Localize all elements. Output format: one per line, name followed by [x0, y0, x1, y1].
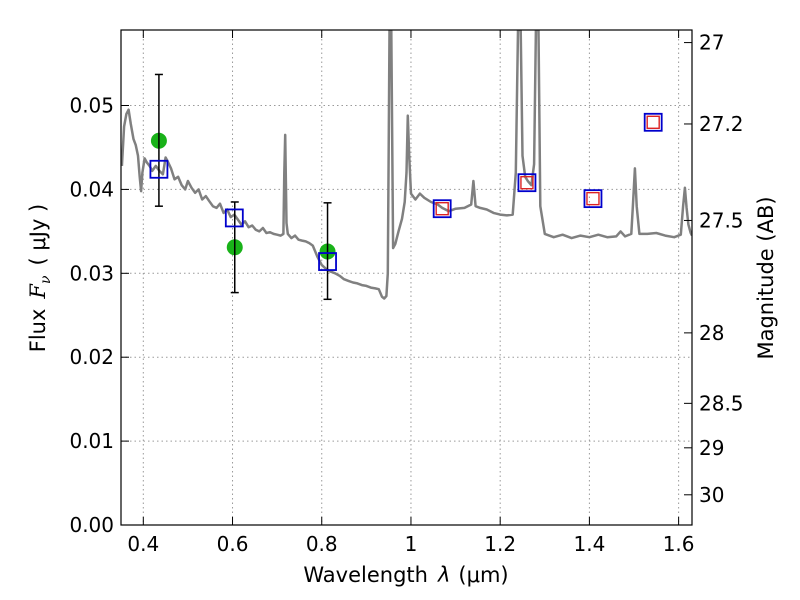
grid — [121, 30, 692, 526]
x-tick-label: 1.4 — [573, 532, 605, 556]
y-tick-label: 0.03 — [69, 261, 114, 285]
y2-tick-label: 27 — [699, 31, 724, 55]
y-tick-label: 0.05 — [69, 94, 114, 118]
model-square-blue — [224, 208, 244, 228]
y-tick-label: 0.02 — [69, 345, 114, 369]
y2-tick-label: 28.5 — [699, 391, 744, 415]
y2-tick-label: 27.5 — [699, 208, 744, 232]
model-square-red — [646, 115, 660, 129]
x-tick-label: 1 — [405, 532, 418, 556]
x-tick-label: 1.2 — [484, 532, 516, 556]
y-tick-label: 0.04 — [69, 177, 114, 201]
series-layer — [121, 30, 692, 301]
y-axis-title: FluxFν( μJy ) — [26, 204, 54, 352]
model-square-blue — [643, 112, 663, 132]
y-tick-label: 0.01 — [69, 429, 114, 453]
model-square-red — [586, 191, 600, 206]
model-square-red — [435, 202, 449, 216]
y2-tick-label: 27.2 — [699, 112, 744, 136]
model-square-red — [520, 175, 534, 190]
x-tick-label: 1.6 — [663, 532, 695, 556]
y2-tick-label: 28 — [699, 321, 724, 345]
model-square-blue — [149, 159, 169, 179]
ticks: 0.4 0.6 0.8 1 1.2 1.4 1.6 0.00 0.01 0.02 0.03 0.04 0… — [69, 30, 744, 556]
spectrum-line — [121, 30, 692, 300]
x-tick-label: 0.4 — [127, 532, 159, 556]
model-square-blue — [517, 173, 537, 193]
model-square-blue — [583, 189, 603, 209]
y2-tick-label: 30 — [699, 483, 724, 507]
x-axis-title: Wavelength λ (μm) — [303, 563, 508, 587]
model-square-blue — [432, 199, 452, 219]
x-tick-label: 0.8 — [306, 532, 338, 556]
y2-tick-label: 29 — [699, 436, 724, 460]
x-tick-label: 0.6 — [217, 532, 249, 556]
plot-frame — [120, 29, 693, 526]
model-square-blue — [318, 252, 337, 271]
y2-axis-title: Magnitude (AB) — [754, 196, 778, 359]
y-tick-label: 0.00 — [69, 513, 114, 537]
